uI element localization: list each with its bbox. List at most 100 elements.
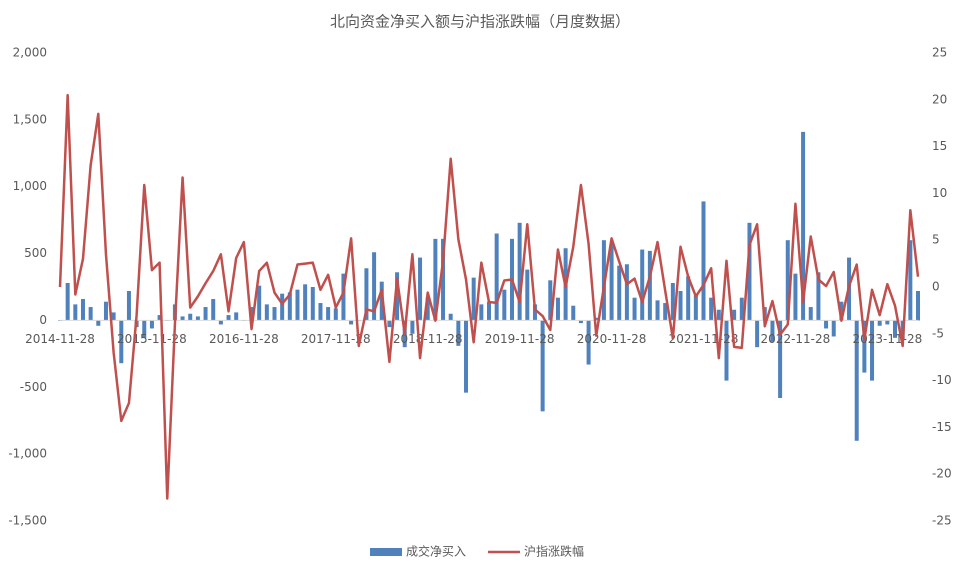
bar [908,240,913,321]
bar [624,264,629,321]
bar [540,320,545,412]
line-series [58,93,920,500]
bar [709,297,714,321]
bar [479,304,484,321]
bar [387,320,392,328]
y2-tick-label: -20 [932,467,952,481]
bar [326,307,331,321]
bar [149,320,154,329]
bar [578,320,583,324]
bar [448,313,453,321]
bar [341,273,346,321]
bar [103,301,108,321]
bar [839,301,844,321]
bar [877,320,882,326]
bar [226,315,231,321]
bar [870,320,875,381]
bar [739,297,744,321]
y-tick-label: -500 [20,380,47,394]
bar [831,320,836,337]
bar [785,240,790,321]
bar [824,320,829,329]
bar [778,320,783,398]
bar [142,320,147,338]
bar [188,313,193,321]
y2-tick-label: 15 [932,139,947,153]
x-tick-label: 2014-11-28 [25,332,95,346]
y2-tick-label: -15 [932,420,952,434]
bar [816,272,821,321]
bar [218,320,223,325]
bar [586,320,591,365]
bar [801,131,806,321]
bar [372,252,377,321]
bar [555,297,560,321]
bar [532,304,537,321]
bar [494,233,499,321]
bar [96,320,101,326]
bar [617,265,622,321]
bar [364,268,369,321]
bar [272,307,277,321]
bar [280,293,285,321]
y2-tick-label: 10 [932,186,947,200]
y2-tick-label: 0 [932,280,940,294]
bar [885,320,890,325]
bar [747,222,752,321]
bar [80,299,85,321]
y2-tick-label: 5 [932,233,940,247]
bar [433,238,438,321]
bar [647,250,652,321]
bar [418,257,423,321]
bar [349,320,354,325]
bar [249,307,254,321]
bar [180,316,185,321]
bar [594,317,599,321]
bar [571,305,576,321]
bar [126,291,131,321]
bar [808,307,813,321]
bar [464,320,469,393]
bar [517,222,522,321]
bar [663,303,668,321]
bar [548,280,553,321]
bar [716,309,721,321]
bar [203,307,208,321]
bar [234,312,239,321]
x-tick-label: 2020-11-28 [577,332,647,346]
x-tick-label: 2017-11-28 [301,332,371,346]
y-tick-label: 2,000 [13,46,47,60]
bar [724,320,729,381]
bar [88,307,93,321]
bar [410,320,415,334]
bar [471,277,476,321]
x-tick-label: 2015-11-28 [117,332,187,346]
bar [119,320,124,364]
legend-label: 沪指涨跌幅 [524,544,584,559]
bar [686,276,691,321]
x-tick-label: 2018-11-28 [393,332,463,346]
bar [425,297,430,321]
bar [854,320,859,441]
y-tick-label: 0 [39,313,47,327]
legend-swatch [370,548,402,556]
bar [264,304,269,321]
bar [609,242,614,321]
bar [678,291,683,321]
bar [441,238,446,321]
bar [303,284,308,321]
x-tick-label: 2023-11-28 [852,332,922,346]
bar [456,320,461,346]
bar [395,272,400,321]
bar [111,312,116,321]
y-tick-label: 500 [24,246,47,260]
bar [310,287,315,321]
bar [318,303,323,321]
y2-tick-label: -10 [932,373,952,387]
bar [732,309,737,321]
bar [862,320,867,373]
y2-tick-label: 25 [932,46,947,60]
bar [670,282,675,321]
y2-tick-label: -25 [932,514,952,528]
